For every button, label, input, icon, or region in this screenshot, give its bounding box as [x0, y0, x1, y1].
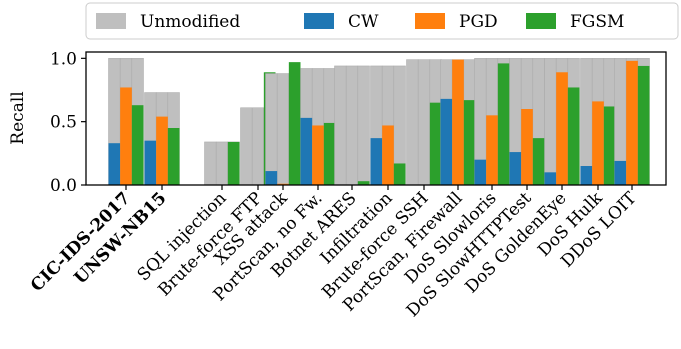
bar-pgd-portscan-no-fw: [312, 125, 324, 185]
y-tick-label: 0.5: [50, 113, 77, 133]
bar-cw-portscan-firewall: [440, 98, 453, 185]
bar-fgsm-cic-ids-2017: [131, 105, 144, 185]
bar-unmodified-botnet-ares: [345, 65, 359, 186]
bar-unmodified-brute-force-ssh: [417, 59, 431, 186]
bar-fgsm-xss-attack: [288, 62, 301, 186]
bar-cw-infiltration: [370, 138, 383, 185]
bar-fgsm-dos-slowloris: [497, 63, 510, 185]
bar-fgsm-portscan-firewall: [463, 100, 476, 185]
bar-unmodified-sql-injection: [215, 141, 229, 186]
bar-cw-portscan-no-fw: [300, 117, 313, 185]
bar-pgd-dos-goldeneye: [556, 72, 568, 185]
bar-pgd-dos-hulk: [592, 101, 604, 185]
bar-fgsm-brute-force-ssh: [429, 102, 442, 185]
bar-fgsm-dos-goldeneye: [567, 87, 580, 185]
bar-cw-xss-attack: [265, 171, 278, 185]
bar-pgd-infiltration: [382, 125, 394, 185]
y-axis-label: Recall: [8, 91, 28, 144]
bar-cw-dos-hulk: [580, 166, 593, 185]
y-tick-label: 0.0: [50, 176, 77, 196]
bar-unmodified-brute-force-ftp: [251, 107, 265, 186]
bar-unmodified-brute-force-ssh: [406, 59, 419, 186]
bar-fgsm-portscan-no-fw: [323, 122, 336, 185]
y-axis: 0.0 0.5 1.0: [50, 49, 86, 196]
bar-pgd-unsw-nb15: [156, 116, 168, 185]
bar-pgd-ddos-loit: [626, 60, 638, 185]
bar-unmodified-brute-force-ftp: [240, 107, 253, 186]
bar-unmodified-dos-goldeneye: [544, 58, 557, 186]
bar-fgsm-unsw-nb15: [167, 128, 180, 185]
bar-fgsm-sql-injection: [227, 141, 240, 185]
legend-swatch-cw: [304, 13, 334, 29]
bars: [108, 58, 650, 186]
legend-swatch-fgsm: [526, 13, 556, 29]
legend-label-cw: CW: [348, 12, 379, 32]
legend: Unmodified CW PGD FGSM: [85, 2, 679, 40]
bar-pgd-portscan-firewall: [452, 59, 464, 185]
legend-label-fgsm: FGSM: [570, 12, 624, 32]
bar-unmodified-botnet-ares: [334, 65, 347, 186]
bar-pgd-cic-ids-2017: [120, 87, 132, 185]
bar-unmodified-xss-attack: [265, 73, 278, 186]
bar-fgsm-dos-slowhttptest: [532, 138, 545, 185]
legend-label-unmodified: Unmodified: [140, 12, 240, 32]
bar-pgd-dos-slowloris: [486, 115, 498, 185]
legend-swatch-pgd: [415, 13, 445, 29]
bar-fgsm-botnet-ares: [357, 181, 370, 185]
bar-fgsm-dos-hulk: [603, 106, 616, 185]
plot-frame: [85, 51, 667, 186]
bar-unmodified-xss-attack: [276, 73, 290, 186]
bar-cw-dos-slowhttptest: [509, 152, 522, 185]
y-tick-label: 1.0: [50, 49, 77, 69]
bar-cw-cic-ids-2017: [108, 143, 121, 185]
bar-fgsm-infiltration: [393, 163, 406, 185]
bar-unmodified-botnet-ares: [357, 65, 370, 186]
bar-cw-dos-goldeneye: [544, 172, 557, 185]
legend-label-pgd: PGD: [459, 12, 498, 32]
bar-pgd-dos-slowhttptest: [521, 109, 533, 185]
bar-cw-dos-slowloris: [474, 159, 487, 185]
bar-cw-ddos-loit: [614, 160, 627, 185]
bar-unmodified-sql-injection: [204, 141, 217, 186]
legend-swatch-unmodified: [96, 13, 126, 29]
bar-cw-unsw-nb15: [144, 140, 157, 185]
legend-box: [85, 2, 679, 40]
bar-fgsm-ddos-loit: [637, 65, 650, 185]
